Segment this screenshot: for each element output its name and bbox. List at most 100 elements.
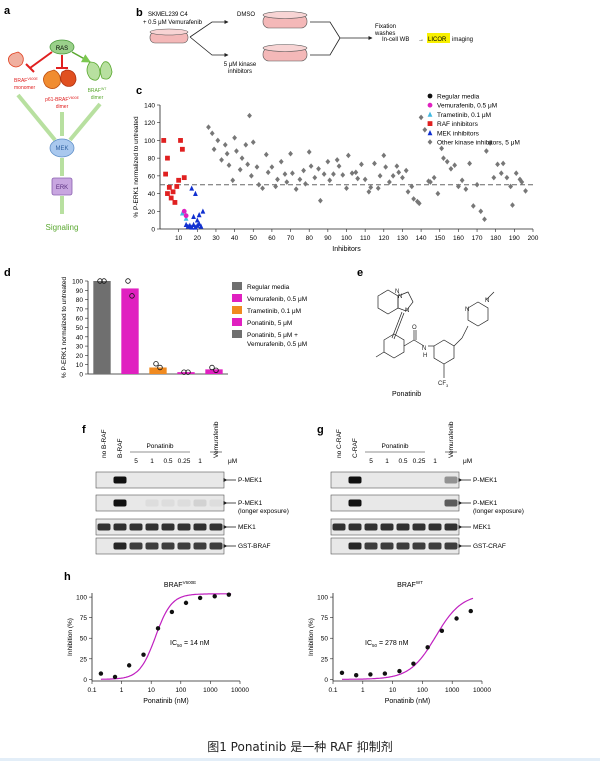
c-ylabel: % P-ERK1 normalized to untreated <box>133 116 140 218</box>
h-xtick-label: 0.1 <box>328 687 337 694</box>
structure-name: Ponatinib <box>392 391 421 398</box>
panel-d: d 0 10 20 30 40 50 60 70 80 90 100 % P-ERK1 normali… <box>4 267 307 379</box>
f-band <box>177 523 191 531</box>
c-point <box>414 198 420 205</box>
g-band <box>364 523 378 531</box>
d-replicate-point <box>157 364 163 371</box>
c-point <box>375 185 381 192</box>
f-lane-label: no B-RAF <box>101 429 108 458</box>
c-point <box>510 202 515 208</box>
c-point <box>377 173 383 179</box>
ras-to-wt-arrow <box>71 51 91 63</box>
p61-dimer-shape-left <box>43 69 61 89</box>
g-band <box>348 523 362 531</box>
c-point <box>269 164 275 170</box>
c-point <box>316 165 321 172</box>
d-bars <box>93 278 223 375</box>
c-point <box>248 173 254 179</box>
d-bar <box>121 288 139 374</box>
d-replicate-point <box>101 278 107 284</box>
c-point <box>519 179 525 185</box>
f-row-label: MEK1 <box>238 524 256 531</box>
c-xtick-label: 60 <box>268 235 276 242</box>
f-band <box>193 523 207 531</box>
g-band <box>396 523 410 531</box>
braf-wt-dimer-shape-right <box>100 61 113 80</box>
atom-pip-n1: N <box>465 307 469 313</box>
d-ytick-label: 50 <box>76 325 84 332</box>
h-data-point <box>339 670 345 675</box>
c-xtick-label: 10 <box>175 235 183 242</box>
d-replicate-point <box>97 278 103 284</box>
braf-v600e-monomer-shape <box>8 51 24 68</box>
b-start-2: + 0.5 μM Vemurafenib <box>143 20 203 26</box>
d-replicate-point <box>129 293 135 299</box>
wt-label-2: dimer <box>91 95 104 101</box>
h-data-point <box>197 595 203 601</box>
c-point <box>183 213 189 219</box>
dimer-label-2: dimer <box>56 104 69 110</box>
h-data-point <box>183 600 189 606</box>
d-legend-swatch <box>232 282 242 290</box>
atom-cf3: CF <box>438 381 446 387</box>
d-ytick-label: 70 <box>76 306 84 313</box>
g-row-label: GST-CRAF <box>473 543 506 550</box>
structure-atoms: N N N O N H N N CF3 <box>395 289 489 388</box>
c-point <box>232 134 237 141</box>
d-replicate-point <box>181 369 187 375</box>
c-xtick-label: 200 <box>528 235 539 242</box>
c-point <box>265 169 271 176</box>
d-legend-swatch <box>232 318 242 326</box>
c-point <box>308 163 314 169</box>
c-point <box>303 181 308 187</box>
c-xtick-label: 110 <box>360 235 371 242</box>
c-point <box>523 188 528 194</box>
c-point <box>161 138 167 143</box>
g-band <box>348 542 362 550</box>
c-legend-marker <box>427 139 433 145</box>
monomer-label-1-sup: V600E <box>27 77 38 81</box>
c-point <box>483 148 489 154</box>
c-xtick-label: 30 <box>212 235 220 242</box>
h-right-plot: 0 25 50 75 100 0.1 1 10 100 1000 10000 Ponatinib (n… <box>308 593 491 705</box>
f-band <box>145 523 159 531</box>
c-ytick-label: 60 <box>148 173 156 180</box>
c-point <box>400 174 405 181</box>
panel-e-letter: e <box>357 267 363 279</box>
h-ytick-label: 100 <box>317 595 328 602</box>
c-point <box>411 196 417 202</box>
ras-label: RAS <box>56 46 68 52</box>
bottom-bar <box>0 758 600 761</box>
c-point <box>193 190 198 196</box>
braf-wt-dimer-shape-left <box>86 61 101 81</box>
h-ytick-label: 50 <box>80 636 88 643</box>
c-xtick-label: 70 <box>287 235 295 242</box>
h-xtick-label: 1 <box>120 687 124 694</box>
c-xtick-label: 190 <box>509 235 520 242</box>
g-row-label: P-MEK1 <box>473 477 498 484</box>
c-xtick-label: 50 <box>250 235 258 242</box>
f-band <box>129 542 143 550</box>
dish-dmso <box>262 11 308 29</box>
c-legend-label: Other kinase inhibitors, 5 μM <box>437 140 520 147</box>
b-readout-arrow: → <box>418 37 424 43</box>
h-data-point <box>212 594 217 599</box>
c-point <box>237 166 243 173</box>
g-band <box>428 523 442 531</box>
d-legend: Regular media Vemurafenib, 0.5 μM Trametin… <box>232 282 307 348</box>
c-point <box>200 208 206 214</box>
h-ytick-label: 0 <box>324 677 328 684</box>
d-ytick-label: 80 <box>76 297 84 304</box>
c-point <box>381 152 387 159</box>
h-xtick-label: 10 <box>389 687 397 694</box>
c-point <box>178 138 183 143</box>
g-band <box>444 499 458 507</box>
c-xtick-label: 130 <box>397 235 408 242</box>
d-replicate-point <box>185 369 191 375</box>
c-point <box>278 158 284 165</box>
c-point <box>470 203 476 209</box>
h-left-ic: IC <box>170 640 177 647</box>
c-point <box>181 175 187 181</box>
p61-dimer-shape-right <box>60 69 77 87</box>
h-right-ic-sub: 50 <box>372 643 378 648</box>
